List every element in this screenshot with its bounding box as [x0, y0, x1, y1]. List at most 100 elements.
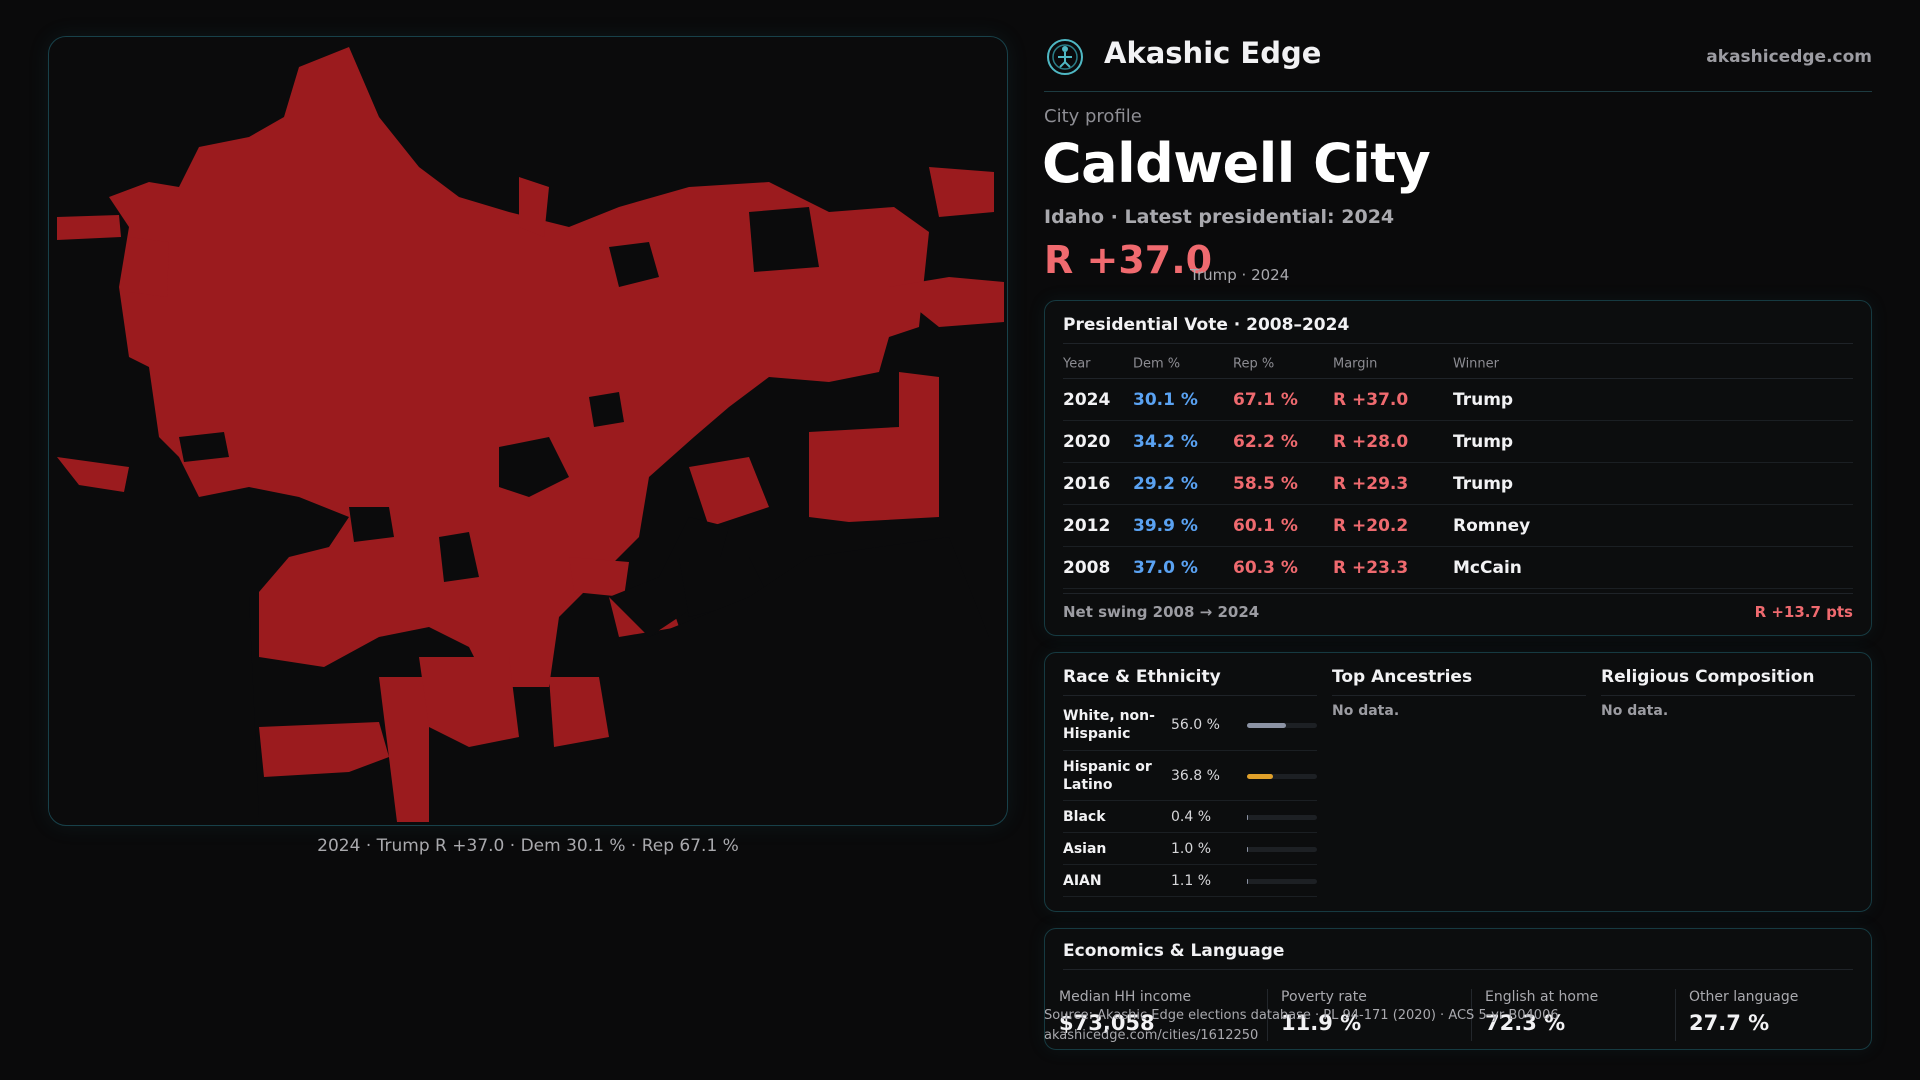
col-rep-header: Rep % [1233, 356, 1275, 371]
cell-margin: R +28.0 [1333, 431, 1409, 452]
cell-margin: R +29.3 [1333, 473, 1409, 494]
race-name: Asian [1063, 840, 1107, 857]
city-map[interactable] [49, 37, 1008, 826]
vote-table-header: Year Dem % Rep % Margin Winner [1063, 349, 1853, 379]
precinct-shape [57, 457, 129, 492]
race-bar [1247, 722, 1317, 728]
akashic-logo-icon[interactable] [1046, 38, 1084, 76]
cell-margin: R +23.3 [1333, 557, 1409, 578]
precinct-shape [569, 557, 629, 597]
map-gap [649, 537, 989, 817]
table-row: 2024 30.1 % 67.1 % R +37.0 Trump [1063, 379, 1853, 421]
precinct-shape [889, 277, 1004, 327]
divider [1063, 343, 1853, 344]
precinct-shape [929, 167, 994, 217]
race-bar-fill [1247, 722, 1287, 728]
site-header: Akashic Edge akashicedge.com [1044, 34, 1872, 92]
cell-margin: R +37.0 [1333, 389, 1409, 410]
race-row: Asian 1.0 % [1063, 833, 1317, 865]
race-ethnicity-section: Race & Ethnicity White, non-Hispanic 56.… [1063, 653, 1317, 911]
brand-name[interactable]: Akashic Edge [1104, 36, 1322, 70]
race-row: Hispanic or Latino 36.8 % [1063, 751, 1317, 801]
race-name: Black [1063, 808, 1106, 825]
precinct-shape [129, 237, 169, 297]
vote-card-title: Presidential Vote · 2008–2024 [1063, 315, 1350, 335]
precinct-shape [109, 47, 929, 687]
precinct-shape [379, 677, 429, 822]
cell-year: 2020 [1063, 431, 1111, 452]
race-bar-fill [1247, 878, 1248, 884]
stat-label: English at home [1485, 989, 1599, 1005]
table-row: 2008 37.0 % 60.3 % R +23.3 McCain [1063, 547, 1853, 589]
stat-value: 72.3 % [1485, 1011, 1566, 1035]
map-gap [179, 432, 229, 462]
net-swing-label: Net swing 2008 → 2024 [1063, 603, 1260, 621]
col-year-header: Year [1063, 356, 1091, 371]
net-swing-value: R +13.7 pts [1754, 603, 1853, 621]
latest-margin-note: Trump · 2024 [1190, 266, 1290, 284]
economics-card: Economics & Language Median HH income $7… [1044, 928, 1872, 1050]
ancestries-section: Top Ancestries No data. [1332, 653, 1586, 911]
page-title: Caldwell City [1042, 132, 1431, 195]
divider [1063, 593, 1853, 594]
cell-winner: Trump [1453, 473, 1514, 494]
cell-winner: Romney [1453, 515, 1531, 536]
precinct-shape [57, 215, 121, 240]
race-bar [1247, 773, 1317, 779]
source-note: Source: Akashic Edge elections database … [1044, 1006, 1559, 1046]
stat-label: Median HH income [1059, 989, 1192, 1005]
cell-year: 2024 [1063, 389, 1111, 410]
stat-other-language: Other language 27.7 % [1675, 989, 1865, 1041]
cell-winner: McCain [1453, 557, 1522, 578]
col-margin-header: Margin [1333, 356, 1378, 371]
race-value: 36.8 % [1171, 767, 1220, 784]
race-row: Black 0.4 % [1063, 801, 1317, 833]
table-row: 2016 29.2 % 58.5 % R +29.3 Trump [1063, 463, 1853, 505]
stat-median-income: Median HH income $73,058 [1045, 989, 1235, 1041]
race-bar [1247, 878, 1317, 884]
divider [1063, 969, 1853, 970]
map-gap [349, 507, 394, 542]
ancestry-title: Top Ancestries [1332, 667, 1473, 687]
source-url[interactable]: akashicedge.com/cities/1612250 [1044, 1028, 1259, 1043]
race-value: 1.1 % [1171, 872, 1212, 889]
cell-rep: 60.3 % [1233, 557, 1298, 578]
race-row: AIAN 1.1 % [1063, 865, 1317, 897]
race-name: White, non-Hispanic [1063, 707, 1155, 742]
site-link[interactable]: akashicedge.com [1706, 47, 1872, 67]
race-name: Hispanic or Latino [1063, 758, 1152, 793]
stat-label: Other language [1689, 989, 1799, 1005]
divider [1601, 695, 1855, 696]
cell-rep: 62.2 % [1233, 431, 1298, 452]
cell-dem: 39.9 % [1133, 515, 1198, 536]
col-winner-header: Winner [1453, 356, 1500, 371]
map-panel[interactable] [48, 36, 1008, 826]
precinct-shapes [57, 47, 1004, 822]
map-gap [589, 392, 624, 427]
race-bar [1247, 846, 1317, 852]
race-name: AIAN [1063, 872, 1102, 889]
precinct-shape [549, 677, 609, 747]
map-gap [609, 517, 729, 637]
race-row: White, non-Hispanic 56.0 % [1063, 699, 1317, 751]
race-title: Race & Ethnicity [1063, 667, 1221, 687]
race-value: 1.0 % [1171, 840, 1212, 857]
ancestry-no-data: No data. [1332, 703, 1400, 719]
race-value: 56.0 % [1171, 716, 1220, 733]
cell-winner: Trump [1453, 389, 1514, 410]
religion-section: Religious Composition No data. [1601, 653, 1855, 911]
cell-dem: 37.0 % [1133, 557, 1198, 578]
divider [1063, 695, 1317, 696]
map-gap [439, 532, 479, 582]
map-gap [609, 242, 659, 287]
map-gap [229, 517, 249, 557]
precinct-shape [419, 657, 519, 747]
profile-kicker: City profile [1044, 106, 1142, 127]
cell-rep: 67.1 % [1233, 389, 1298, 410]
table-row: 2012 39.9 % 60.1 % R +20.2 Romney [1063, 505, 1853, 547]
stat-english-at-home: English at home 72.3 % [1471, 989, 1661, 1041]
stat-label: Poverty rate [1281, 989, 1367, 1005]
demographics-card: Race & Ethnicity White, non-Hispanic 56.… [1044, 652, 1872, 912]
cell-dem: 29.2 % [1133, 473, 1198, 494]
cell-margin: R +20.2 [1333, 515, 1409, 536]
